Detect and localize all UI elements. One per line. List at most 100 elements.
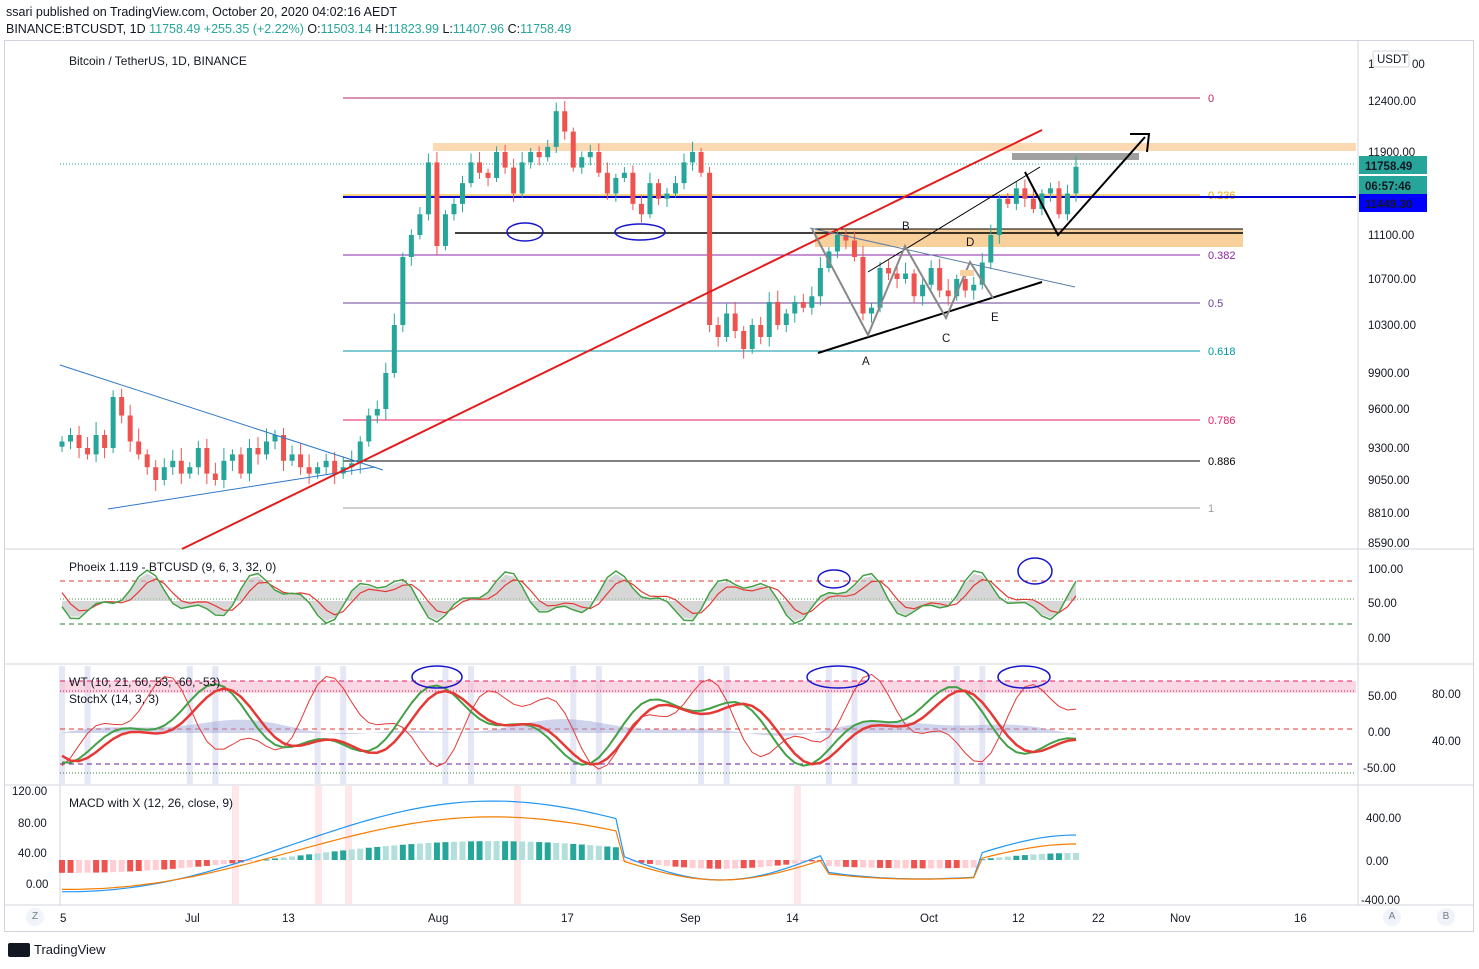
candle-body[interactable] [920,284,926,297]
candle-body[interactable] [366,415,372,442]
candle-body[interactable] [545,146,551,158]
candle-body[interactable] [1005,198,1011,204]
candlestick-series[interactable] [59,101,1079,491]
candle-body[interactable] [673,183,679,194]
candle-body[interactable] [178,460,184,474]
candle-body[interactable] [792,302,798,314]
candle-body[interactable] [707,172,713,325]
currency-badge[interactable] [1372,50,1410,68]
candle-body[interactable] [834,235,840,252]
candle-body[interactable] [911,273,917,297]
highlight-ellipse[interactable] [411,665,463,689]
candle-body[interactable] [979,262,985,285]
candle-body[interactable] [1047,188,1053,194]
highlight-ellipse[interactable] [806,665,870,689]
candle-body[interactable] [528,152,534,163]
candle-body[interactable] [553,111,559,147]
candle-body[interactable] [843,235,849,241]
pattern-blue-line[interactable] [809,227,1076,288]
footer[interactable]: TradingView [8,942,106,957]
pattern-upper-line[interactable] [867,166,1041,273]
projection-path[interactable] [1024,136,1146,237]
candle-body[interactable] [383,373,389,409]
candle-body[interactable] [494,152,500,178]
candle-body[interactable] [664,193,670,199]
resistance-zone[interactable] [433,143,1356,151]
candle-body[interactable] [562,111,568,132]
candle-body[interactable] [187,467,193,474]
candle-body[interactable] [587,152,593,158]
red-trendline[interactable] [181,129,1043,550]
candle-body[interactable] [724,313,730,338]
candle-body[interactable] [851,240,857,258]
candle-body[interactable] [749,325,755,349]
candle-body[interactable] [442,214,448,246]
candle-body[interactable] [817,268,823,297]
candle-body[interactable] [877,268,883,308]
candle-body[interactable] [221,460,227,480]
auto-scale-button[interactable]: A [1383,908,1401,926]
abcde-zigzag[interactable] [811,228,994,338]
candle-body[interactable] [212,473,218,480]
triangle-lower-line[interactable] [107,466,376,510]
candle-body[interactable] [613,177,619,194]
candle-body[interactable] [732,313,738,332]
candle-body[interactable] [451,203,457,215]
time-axis[interactable]: 5 Jul 13 Aug 17 Sep 14 Oct 12 22 Nov 16 [60,913,1307,925]
zoom-button[interactable]: Z [26,908,44,926]
candle-body[interactable] [783,313,789,326]
candle-body[interactable] [102,435,108,448]
highlight-ellipse[interactable] [997,665,1051,689]
candle-body[interactable] [971,284,977,291]
candle-body[interactable] [408,235,414,257]
candle-body[interactable] [570,131,576,168]
candle-body[interactable] [195,448,201,468]
candle-body[interactable] [417,214,423,235]
candle-body[interactable] [690,152,696,163]
candle-body[interactable] [1030,198,1036,210]
candle-body[interactable] [604,172,610,194]
highlight-ellipse[interactable] [506,222,544,242]
candle-body[interactable] [119,397,125,416]
candle-body[interactable] [306,467,312,474]
candle-body[interactable] [204,448,210,474]
candle-body[interactable] [860,257,866,314]
candle-body[interactable] [246,448,252,474]
candle-body[interactable] [741,331,747,349]
candle-body[interactable] [272,435,278,442]
candle-body[interactable] [468,162,474,184]
candle-body[interactable] [519,162,525,194]
candle-body[interactable] [1022,188,1028,199]
highlight-ellipse[interactable] [817,569,851,589]
candle-body[interactable] [698,152,704,173]
candle-body[interactable] [323,460,329,468]
candle-body[interactable] [903,273,909,280]
candle-body[interactable] [477,162,483,173]
candle-body[interactable] [127,415,133,442]
candle-body[interactable] [238,454,244,474]
candle-body[interactable] [800,302,806,308]
candle-body[interactable] [144,454,150,468]
candle-body[interactable] [886,268,892,274]
support-zone[interactable] [815,229,1243,247]
candle-body[interactable] [962,279,968,291]
candle-body[interactable] [281,435,287,461]
candle-body[interactable] [996,198,1002,235]
candle-body[interactable] [579,157,585,168]
candle-body[interactable] [630,172,636,204]
candle-body[interactable] [1064,193,1070,215]
candle-body[interactable] [638,203,644,215]
candle-body[interactable] [647,183,653,215]
candle-body[interactable] [1056,188,1062,215]
candle-body[interactable] [715,325,721,337]
candle-body[interactable] [400,257,406,325]
highlight-ellipse[interactable] [614,223,666,241]
candle-body[interactable] [110,397,116,448]
b-scale-button[interactable]: B [1437,908,1455,926]
candle-body[interactable] [511,167,517,194]
candle-body[interactable] [809,296,815,308]
candle-body[interactable] [868,307,874,314]
candle-body[interactable] [289,454,295,461]
candle-body[interactable] [954,279,960,297]
